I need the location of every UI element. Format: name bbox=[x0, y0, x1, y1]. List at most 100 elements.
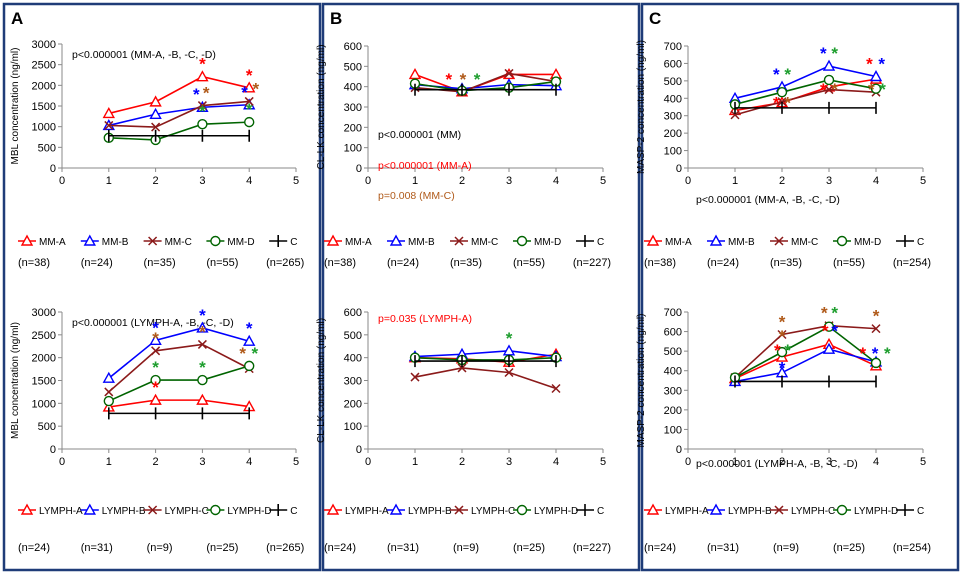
sample-size-label: (n=38) bbox=[644, 257, 676, 269]
significance-star: * bbox=[199, 358, 206, 377]
sample-size-label: (n=24) bbox=[644, 542, 676, 554]
legend-label: C bbox=[917, 237, 924, 248]
marker-C-1 bbox=[151, 122, 161, 132]
x-tick-label: 4 bbox=[553, 175, 559, 187]
legend-item: LYMPH-B (n=31) bbox=[387, 503, 452, 554]
y-tick-label: 200 bbox=[344, 122, 362, 134]
sample-size-label: (n=9) bbox=[773, 542, 799, 554]
series-line bbox=[734, 348, 877, 383]
legend-label: LYMPH-B bbox=[728, 506, 772, 517]
series-line bbox=[108, 365, 250, 402]
marker-B-legend bbox=[83, 234, 96, 246]
series-C bbox=[108, 407, 250, 420]
legend-label: LYMPH-C bbox=[165, 506, 209, 517]
sample-size-label: (n=55) bbox=[206, 257, 238, 269]
y-tick-label: 400 bbox=[344, 353, 362, 365]
y-tick-label: 1000 bbox=[32, 122, 56, 134]
legend-item: MM-A (n=38) bbox=[324, 234, 372, 269]
x-tick-label: 1 bbox=[106, 456, 112, 468]
x-tick-label: 3 bbox=[826, 456, 832, 468]
legend-label: LYMPH-B bbox=[408, 506, 452, 517]
y-tick-label: 100 bbox=[344, 421, 362, 433]
marker-B-2 bbox=[822, 59, 836, 71]
marker-C-legend bbox=[774, 236, 784, 246]
sample-size-label: (n=24) bbox=[18, 542, 50, 554]
legend-item: LYMPH-A (n=24) bbox=[324, 503, 389, 554]
marker-C-legend bbox=[148, 236, 158, 246]
series-C bbox=[108, 129, 250, 142]
marker-C-legend bbox=[454, 236, 464, 246]
y-axis-label: MASP-2 concentration (ng/ml) bbox=[636, 314, 647, 448]
sample-size-label: (n=24) bbox=[81, 257, 113, 269]
marker-C-legend bbox=[454, 505, 464, 515]
marker-A-legend bbox=[326, 503, 340, 515]
legend-item: MM-D (n=55) bbox=[513, 235, 561, 269]
marker-B-1 bbox=[149, 107, 162, 119]
marker-B-legend bbox=[389, 503, 403, 515]
y-axis-label: MBL concentration (ng/ml) bbox=[10, 48, 21, 165]
marker-D-2 bbox=[197, 118, 208, 130]
legend-item: LYMPH-A (n=24) bbox=[18, 503, 83, 554]
legend-item: MM-A (n=38) bbox=[644, 234, 692, 269]
significance-star: * bbox=[784, 94, 791, 113]
marker-D-1 bbox=[776, 346, 788, 358]
sample-size-label: (n=35) bbox=[450, 257, 482, 269]
y-tick-label: 600 bbox=[664, 327, 682, 339]
series-line bbox=[108, 121, 250, 141]
significance-star: * bbox=[152, 329, 159, 348]
marker-B-1 bbox=[149, 333, 162, 346]
marker-C-1 bbox=[151, 346, 161, 356]
p-value-annotation: p<0.000001 (MM-A, -B, -C, -D) bbox=[72, 49, 216, 61]
significance-star: * bbox=[866, 55, 873, 74]
series-C bbox=[734, 375, 877, 388]
x-tick-label: 3 bbox=[506, 175, 512, 187]
marker-B-3 bbox=[243, 334, 256, 346]
sample-size-label: (n=25) bbox=[833, 542, 865, 554]
significance-star: * bbox=[446, 70, 453, 89]
legend-label: C bbox=[290, 506, 297, 517]
y-tick-label: 400 bbox=[664, 93, 682, 105]
significance-star: * bbox=[831, 321, 838, 340]
significance-star: * bbox=[872, 344, 879, 363]
legend-label: C bbox=[597, 237, 604, 248]
y-tick-label: 500 bbox=[344, 61, 362, 73]
y-tick-label: 500 bbox=[38, 421, 56, 433]
sample-size-label: (n=55) bbox=[833, 257, 865, 269]
sample-size-label: (n=35) bbox=[144, 257, 176, 269]
significance-star: * bbox=[831, 80, 838, 99]
series-MM-C bbox=[104, 96, 254, 132]
legend-label: LYMPH-D bbox=[227, 506, 271, 517]
sample-size-label: (n=55) bbox=[513, 257, 545, 269]
series-LYMPH-D bbox=[729, 321, 882, 383]
y-tick-label: 400 bbox=[344, 82, 362, 94]
x-tick-label: 0 bbox=[365, 175, 371, 187]
y-tick-label: 100 bbox=[664, 424, 682, 436]
x-tick-label: 4 bbox=[873, 175, 879, 187]
sample-size-label: (n=24) bbox=[387, 257, 419, 269]
marker-A-1 bbox=[149, 393, 162, 405]
x-tick-label: 0 bbox=[685, 456, 691, 468]
marker-C-2 bbox=[824, 85, 834, 95]
sample-size-label: (n=25) bbox=[513, 542, 545, 554]
marker-C-1 bbox=[457, 363, 467, 373]
significance-star: * bbox=[868, 80, 875, 99]
y-tick-label: 2500 bbox=[32, 60, 56, 72]
sample-size-label: (n=9) bbox=[453, 542, 479, 554]
legend-item: C (n=227) bbox=[573, 235, 611, 269]
y-tick-label: 2000 bbox=[32, 353, 56, 365]
p-value-annotation: p<0.000001 (MM-A, -B, -C, -D) bbox=[696, 194, 840, 206]
legend-item: MM-B (n=24) bbox=[707, 234, 755, 269]
marker-C-2 bbox=[504, 68, 514, 78]
significance-star: * bbox=[506, 329, 513, 348]
marker-A-legend bbox=[326, 234, 340, 246]
marker-D-2 bbox=[823, 74, 835, 86]
series-line bbox=[108, 327, 250, 379]
y-tick-label: 3000 bbox=[32, 307, 56, 319]
sample-size-label: (n=227) bbox=[573, 257, 611, 269]
sample-size-label: (n=38) bbox=[18, 257, 50, 269]
legend-item: MM-D (n=55) bbox=[206, 235, 255, 269]
significance-star: * bbox=[199, 55, 206, 74]
x-tick-label: 2 bbox=[459, 456, 465, 468]
y-tick-label: 700 bbox=[664, 41, 682, 53]
marker-B-3 bbox=[869, 70, 883, 82]
